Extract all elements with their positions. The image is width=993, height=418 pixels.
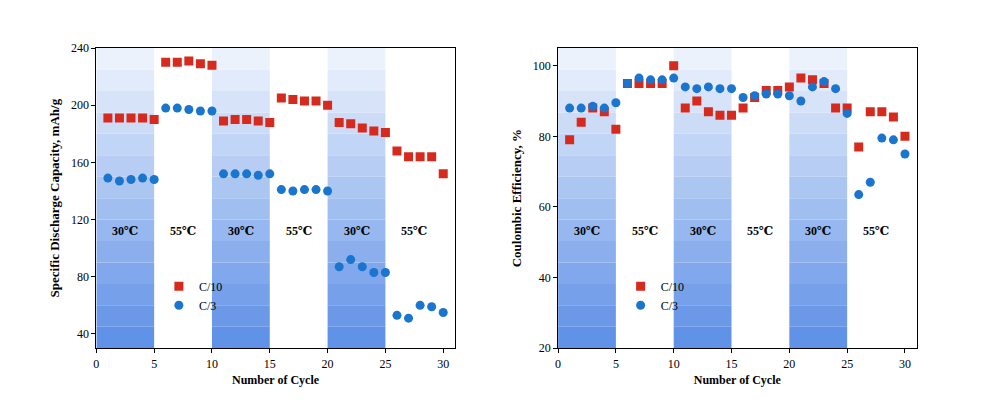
svg-text:20: 20	[539, 341, 551, 355]
svg-text:C/3: C/3	[661, 299, 678, 313]
svg-text:10: 10	[206, 357, 218, 371]
svg-text:30℃: 30℃	[228, 224, 254, 238]
svg-text:30℃: 30℃	[690, 224, 716, 238]
svg-text:25: 25	[379, 357, 391, 371]
svg-text:55℃: 55℃	[170, 224, 196, 238]
svg-text:20: 20	[322, 357, 334, 371]
svg-text:80: 80	[539, 130, 551, 144]
svg-text:30℃: 30℃	[112, 224, 138, 238]
svg-text:40: 40	[77, 327, 89, 341]
svg-text:240: 240	[71, 41, 89, 55]
svg-text:40: 40	[539, 271, 551, 285]
svg-text:C/10: C/10	[199, 280, 222, 294]
svg-text:120: 120	[71, 213, 89, 227]
svg-text:Specific Discharge Capacity, m: Specific Discharge Capacity, mAh/g	[47, 98, 62, 297]
svg-text:55℃: 55℃	[401, 224, 427, 238]
svg-text:Number of Cycle: Number of Cycle	[232, 373, 320, 387]
svg-text:5: 5	[151, 357, 157, 371]
svg-text:10: 10	[668, 357, 680, 371]
svg-text:200: 200	[71, 98, 89, 112]
svg-text:55℃: 55℃	[747, 224, 773, 238]
svg-text:C/10: C/10	[661, 280, 684, 294]
svg-text:55℃: 55℃	[286, 224, 312, 238]
svg-text:160: 160	[71, 156, 89, 170]
svg-text:15: 15	[726, 357, 738, 371]
svg-text:80: 80	[77, 270, 89, 284]
svg-text:15: 15	[264, 357, 276, 371]
svg-text:Number of Cycle: Number of Cycle	[694, 373, 782, 387]
svg-text:Coulombic Efficiency, %: Coulombic Efficiency, %	[509, 129, 524, 267]
svg-text:30℃: 30℃	[344, 224, 370, 238]
svg-text:30: 30	[437, 357, 449, 371]
svg-text:5: 5	[613, 357, 619, 371]
svg-text:0: 0	[93, 357, 99, 371]
svg-text:30℃: 30℃	[805, 224, 831, 238]
svg-text:100: 100	[533, 59, 551, 73]
svg-text:55℃: 55℃	[863, 224, 889, 238]
svg-text:20: 20	[783, 357, 795, 371]
svg-text:60: 60	[539, 200, 551, 214]
svg-text:30℃: 30℃	[574, 224, 600, 238]
svg-text:C/3: C/3	[199, 299, 216, 313]
svg-text:0: 0	[555, 357, 561, 371]
svg-text:55℃: 55℃	[632, 224, 658, 238]
svg-text:25: 25	[841, 357, 853, 371]
svg-text:30: 30	[899, 357, 911, 371]
